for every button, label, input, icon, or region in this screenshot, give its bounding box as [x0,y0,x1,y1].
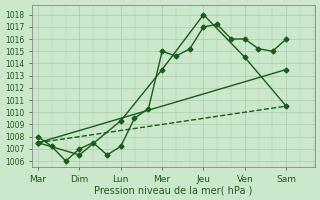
X-axis label: Pression niveau de la mer( hPa ): Pression niveau de la mer( hPa ) [94,185,253,195]
